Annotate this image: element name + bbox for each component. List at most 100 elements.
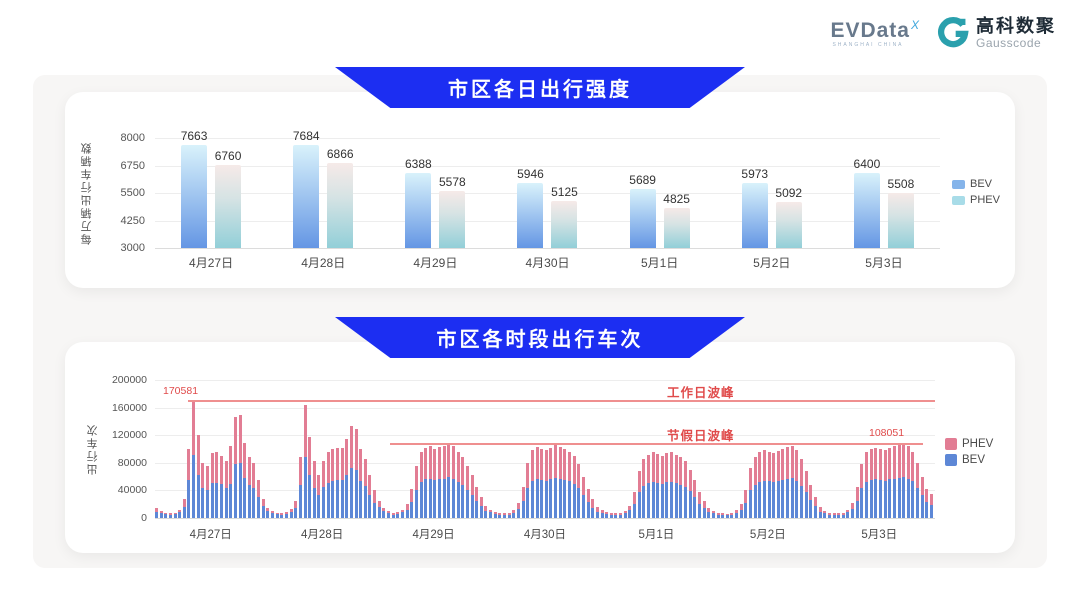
daily-chart-x-axis: 4月27日 4月28日 4月29日 4月30日 5月1日 5月2日 5月3日 [155, 254, 940, 271]
phev-segment [521, 486, 525, 501]
stacked-bar [711, 511, 715, 518]
bev-segment [317, 495, 321, 518]
bev-segment [331, 480, 335, 518]
bev-bar: 5973 [741, 167, 768, 248]
bev-segment [544, 480, 548, 518]
stacked-bar [568, 451, 572, 518]
stacked-bar [730, 512, 734, 518]
bev-segment [656, 482, 660, 518]
phev-segment [354, 429, 358, 470]
phev-segment [660, 455, 664, 484]
bev-segment [192, 455, 196, 518]
stacked-bar [813, 497, 817, 518]
stacked-bar [605, 511, 609, 518]
bev-segment [776, 481, 780, 518]
phev-segment [475, 486, 479, 501]
bev-segment [749, 490, 752, 518]
stacked-bar [219, 455, 223, 518]
bev-segment [679, 484, 683, 518]
phev-segment [419, 452, 423, 483]
stacked-bar [178, 509, 182, 518]
stacked-bar [902, 443, 906, 518]
phev-segment [229, 445, 233, 484]
phev-bar: 5092 [775, 186, 802, 248]
legend-item-phev[interactable]: PHEV [952, 194, 1000, 206]
phev-segment [484, 505, 488, 512]
stacked-bar [767, 451, 771, 518]
stacked-bar [387, 511, 391, 518]
stacked-bar [456, 452, 460, 518]
bev-segment [359, 480, 363, 518]
phev-segment [781, 449, 785, 481]
x-tick-label: 5月1日 [640, 256, 679, 270]
bev-segment [312, 487, 316, 518]
bev-segment [507, 514, 511, 518]
legend-item-bev[interactable]: BEV [952, 178, 1000, 190]
bev-segment [883, 480, 887, 518]
bev-segment [349, 468, 353, 518]
bev-segment [247, 484, 251, 518]
phev-segment [869, 449, 873, 481]
y-tick-label: 40000 [117, 484, 147, 497]
phev-segment [818, 506, 822, 512]
bev-segment [229, 483, 233, 518]
phev-segment [215, 452, 219, 483]
phev-segment [767, 451, 771, 482]
stacked-bar [865, 452, 869, 518]
stacked-bar [800, 459, 804, 518]
y-tick-label: 120000 [111, 429, 147, 442]
phev-segment [503, 513, 507, 515]
bev-segment [298, 484, 302, 518]
phev-segment [813, 497, 817, 507]
hourly-chart-plot-area: 170581 工作日波峰 节假日波峰 108051 [155, 380, 935, 519]
stacked-bar [447, 443, 451, 518]
x-tick-label: 5月2日 [749, 529, 786, 541]
bev-segment [414, 489, 418, 518]
phev-segment [526, 462, 530, 488]
phev-legend-swatch [952, 195, 965, 205]
phev-segment [405, 504, 409, 510]
legend-item-bev[interactable]: BEV [945, 454, 993, 466]
bev-segment [452, 478, 455, 518]
bev-segment [308, 475, 312, 518]
stacked-bar [428, 446, 432, 518]
phev-segment [544, 450, 548, 481]
phev-segment [837, 513, 841, 515]
stacked-bar [804, 471, 808, 518]
legend-item-phev[interactable]: PHEV [945, 438, 993, 450]
bev-segment [735, 513, 739, 518]
stacked-bar [823, 511, 827, 518]
bev-segment [860, 488, 864, 518]
phev-segment [192, 400, 196, 456]
phev-segment [809, 484, 813, 501]
phev-segment [219, 455, 223, 485]
phev-segment [442, 446, 446, 479]
phev-segment [804, 471, 808, 493]
bev-segment [405, 509, 409, 518]
hourly-trips-title: 市区各时段出行车次 [436, 329, 644, 351]
bev-segment [721, 514, 725, 518]
phev-segment [363, 459, 367, 487]
y-tick-label: 160000 [111, 401, 147, 414]
stacked-bar [257, 480, 261, 518]
stacked-bar [489, 509, 493, 518]
x-tick-label: 5月3日 [861, 529, 898, 541]
stacked-bar [544, 450, 548, 518]
gausscode-name-cn: 高科数聚 [976, 16, 1056, 36]
stacked-bar [725, 513, 729, 518]
phev-segment [178, 509, 182, 513]
phev-segment [247, 456, 251, 485]
stacked-bar [674, 454, 678, 518]
stacked-bar [897, 444, 901, 518]
phev-segment [591, 498, 595, 508]
stacked-bar [716, 512, 720, 518]
stacked-bar [382, 507, 386, 518]
phev-segment [335, 448, 339, 481]
phev-segment [841, 512, 845, 515]
phev-segment [298, 457, 302, 485]
bar-value-label: 5092 [775, 185, 803, 200]
stacked-bar [168, 513, 172, 518]
bev-segment [841, 514, 845, 518]
stacked-bar [201, 462, 205, 518]
bev-segment [846, 512, 850, 518]
